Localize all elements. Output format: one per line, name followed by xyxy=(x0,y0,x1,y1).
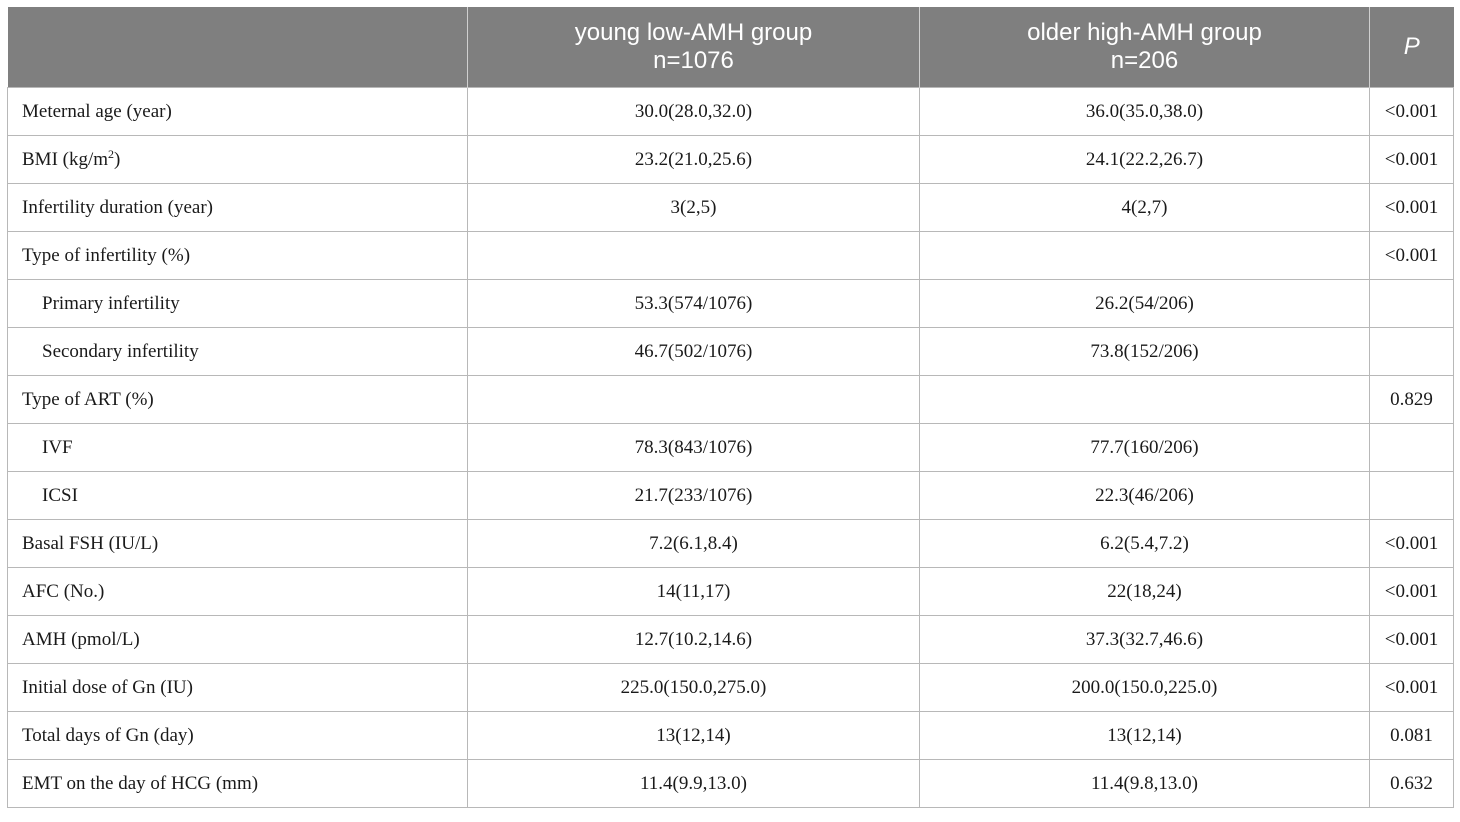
table-row: AFC (No.) 14(11,17) 22(18,24) <0.001 xyxy=(7,567,1454,616)
table-row: IVF 78.3(843/1076) 77.7(160/206) xyxy=(7,423,1454,472)
row-label-suffix: ) xyxy=(114,148,121,170)
baseline-characteristics-table: young low-AMH group n=1076 older high-AM… xyxy=(7,7,1454,808)
cell-young: 23.2(21.0,25.6) xyxy=(467,135,920,184)
cell-young: 53.3(574/1076) xyxy=(467,279,920,328)
cell-young: 3(2,5) xyxy=(467,183,920,232)
cell-young: 14(11,17) xyxy=(467,567,920,616)
row-label: Secondary infertility xyxy=(7,327,468,376)
cell-p: <0.001 xyxy=(1369,231,1454,280)
data-table-container: young low-AMH group n=1076 older high-AM… xyxy=(7,7,1454,808)
table-row: Basal FSH (IU/L) 7.2(6.1,8.4) 6.2(5.4,7.… xyxy=(7,519,1454,568)
cell-older: 13(12,14) xyxy=(919,711,1370,760)
cell-older xyxy=(919,375,1370,424)
cell-p xyxy=(1369,279,1454,328)
table-row: BMI (kg/m2) 23.2(21.0,25.6) 24.1(22.2,26… xyxy=(7,135,1454,184)
cell-young: 78.3(843/1076) xyxy=(467,423,920,472)
header-older-group-n: n=206 xyxy=(1110,47,1179,74)
cell-older: 73.8(152/206) xyxy=(919,327,1370,376)
row-label: Basal FSH (IU/L) xyxy=(7,519,468,568)
row-label-text: BMI (kg/m xyxy=(22,148,109,170)
row-label: Initial dose of Gn (IU) xyxy=(7,663,468,712)
row-label: Primary infertility xyxy=(7,279,468,328)
cell-older: 77.7(160/206) xyxy=(919,423,1370,472)
cell-p xyxy=(1369,327,1454,376)
header-older-high-amh: older high-AMH group n=206 xyxy=(919,7,1370,88)
table-row: AMH (pmol/L) 12.7(10.2,14.6) 37.3(32.7,4… xyxy=(7,615,1454,664)
table-row: Type of infertility (%) <0.001 xyxy=(7,231,1454,280)
row-label: AFC (No.) xyxy=(7,567,468,616)
table-row: Secondary infertility 46.7(502/1076) 73.… xyxy=(7,327,1454,376)
row-label: IVF xyxy=(7,423,468,472)
row-label: Total days of Gn (day) xyxy=(7,711,468,760)
cell-older: 26.2(54/206) xyxy=(919,279,1370,328)
cell-p: <0.001 xyxy=(1369,663,1454,712)
cell-p: <0.001 xyxy=(1369,135,1454,184)
table-row: EMT on the day of HCG (mm) 11.4(9.9,13.0… xyxy=(7,759,1454,808)
cell-p: <0.001 xyxy=(1369,567,1454,616)
cell-p xyxy=(1369,423,1454,472)
cell-older: 22(18,24) xyxy=(919,567,1370,616)
header-older-group-name: older high-AMH group xyxy=(1027,19,1262,46)
cell-young: 11.4(9.9,13.0) xyxy=(467,759,920,808)
row-label: Type of infertility (%) xyxy=(7,231,468,280)
table-row: ICSI 21.7(233/1076) 22.3(46/206) xyxy=(7,471,1454,520)
header-young-low-amh: young low-AMH group n=1076 xyxy=(467,7,920,88)
table-header-row: young low-AMH group n=1076 older high-AM… xyxy=(7,7,1454,88)
row-label: ICSI xyxy=(7,471,468,520)
cell-older xyxy=(919,231,1370,280)
cell-older: 4(2,7) xyxy=(919,183,1370,232)
cell-young xyxy=(467,375,920,424)
cell-young: 225.0(150.0,275.0) xyxy=(467,663,920,712)
cell-older: 6.2(5.4,7.2) xyxy=(919,519,1370,568)
superscript: 2 xyxy=(108,146,115,161)
row-label: Infertility duration (year) xyxy=(7,183,468,232)
row-label: Meternal age (year) xyxy=(7,87,468,136)
table-row: Total days of Gn (day) 13(12,14) 13(12,1… xyxy=(7,711,1454,760)
header-young-group-name: young low-AMH group xyxy=(574,19,813,46)
cell-p: 0.081 xyxy=(1369,711,1454,760)
cell-p: 0.829 xyxy=(1369,375,1454,424)
cell-young: 46.7(502/1076) xyxy=(467,327,920,376)
row-label: EMT on the day of HCG (mm) xyxy=(7,759,468,808)
cell-young xyxy=(467,231,920,280)
cell-p: <0.001 xyxy=(1369,615,1454,664)
cell-p: <0.001 xyxy=(1369,519,1454,568)
cell-older: 37.3(32.7,46.6) xyxy=(919,615,1370,664)
cell-young: 12.7(10.2,14.6) xyxy=(467,615,920,664)
header-young-group-n: n=1076 xyxy=(653,47,734,74)
row-label: BMI (kg/m2) xyxy=(7,135,468,184)
cell-young: 7.2(6.1,8.4) xyxy=(467,519,920,568)
cell-p xyxy=(1369,471,1454,520)
row-label: AMH (pmol/L) xyxy=(7,615,468,664)
table-row: Infertility duration (year) 3(2,5) 4(2,7… xyxy=(7,183,1454,232)
table-row: Initial dose of Gn (IU) 225.0(150.0,275.… xyxy=(7,663,1454,712)
table-row: Meternal age (year) 30.0(28.0,32.0) 36.0… xyxy=(7,87,1454,136)
table-row: Primary infertility 53.3(574/1076) 26.2(… xyxy=(7,279,1454,328)
cell-p: <0.001 xyxy=(1369,183,1454,232)
cell-young: 13(12,14) xyxy=(467,711,920,760)
cell-young: 21.7(233/1076) xyxy=(467,471,920,520)
cell-older: 200.0(150.0,225.0) xyxy=(919,663,1370,712)
header-p-value: P xyxy=(1369,7,1454,88)
cell-p: 0.632 xyxy=(1369,759,1454,808)
cell-older: 11.4(9.8,13.0) xyxy=(919,759,1370,808)
header-variable xyxy=(7,7,468,88)
cell-young: 30.0(28.0,32.0) xyxy=(467,87,920,136)
cell-older: 22.3(46/206) xyxy=(919,471,1370,520)
cell-older: 36.0(35.0,38.0) xyxy=(919,87,1370,136)
row-label: Type of ART (%) xyxy=(7,375,468,424)
table-row: Type of ART (%) 0.829 xyxy=(7,375,1454,424)
cell-p: <0.001 xyxy=(1369,87,1454,136)
cell-older: 24.1(22.2,26.7) xyxy=(919,135,1370,184)
